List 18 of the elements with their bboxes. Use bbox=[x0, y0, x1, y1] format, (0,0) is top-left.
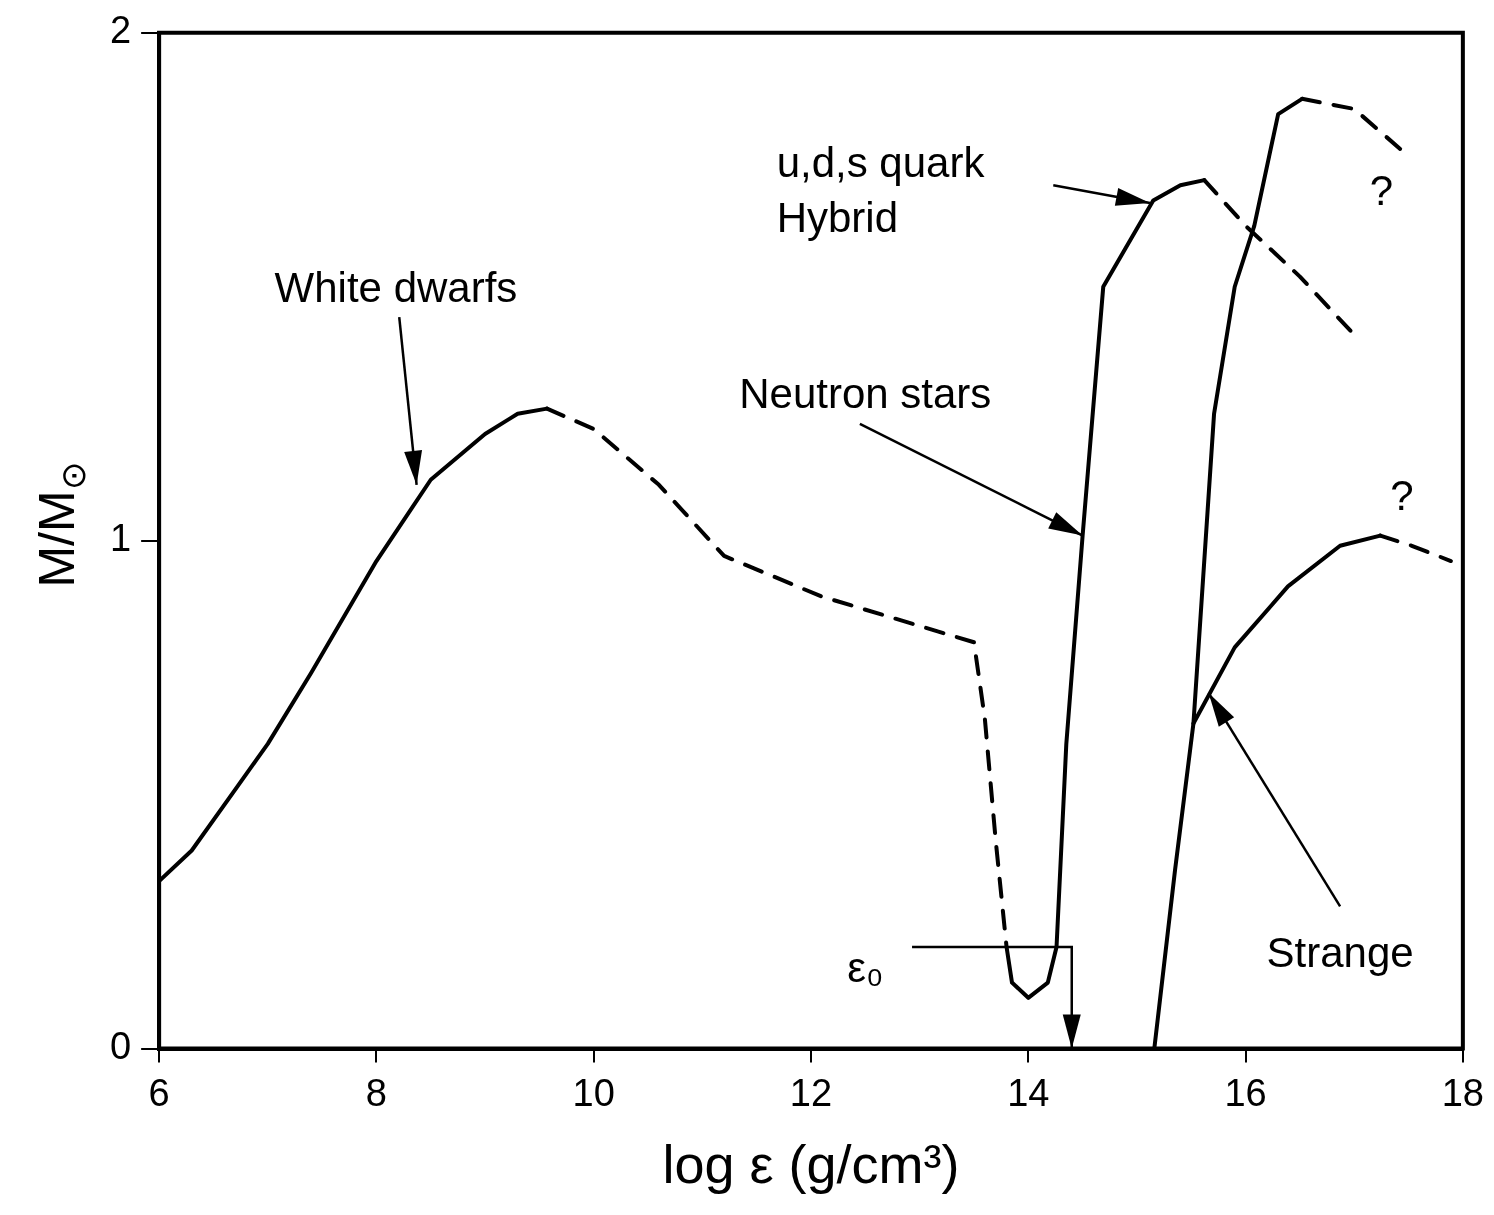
annotation: u,d,s quark Hybrid bbox=[776, 138, 985, 244]
annotation: Neutron stars bbox=[739, 368, 992, 419]
annotation: ? bbox=[1390, 470, 1414, 521]
x-tick-label: 16 bbox=[1224, 1071, 1267, 1114]
x-tick-label: 18 bbox=[1441, 1071, 1485, 1114]
x-tick-label: 10 bbox=[572, 1071, 615, 1114]
y-tick-label: 0 bbox=[109, 1025, 132, 1068]
y-tick-label: 1 bbox=[109, 517, 132, 560]
annotation: ε₀ bbox=[847, 942, 884, 993]
annotation: White dwarfs bbox=[274, 262, 518, 313]
y-tick-label: 2 bbox=[109, 9, 132, 52]
x-tick-label: 14 bbox=[1007, 1071, 1050, 1114]
x-tick-label: 8 bbox=[365, 1071, 387, 1114]
annotation: ? bbox=[1369, 165, 1394, 216]
x-axis-title: log ε (g/cm³) bbox=[662, 1134, 960, 1195]
annotation: Strange bbox=[1266, 927, 1414, 978]
x-tick-label: 12 bbox=[789, 1071, 833, 1114]
x-tick-label: 6 bbox=[148, 1071, 170, 1114]
